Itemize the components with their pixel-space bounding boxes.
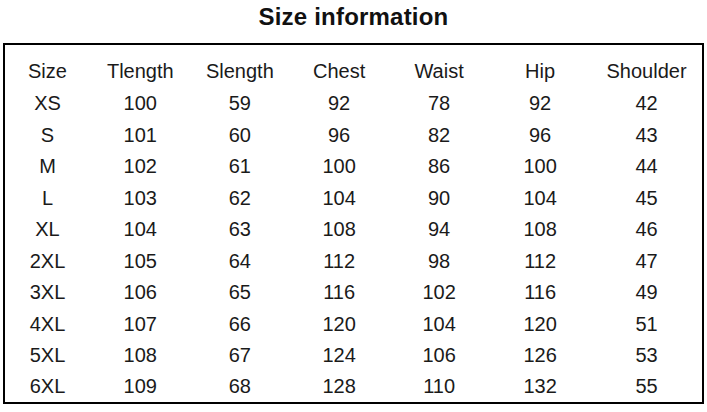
table-row-s: S1016096829643 [4,120,703,152]
measurement-cell: 108 [90,340,191,372]
measurement-cell: 62 [191,183,290,215]
measurement-cell: 126 [489,340,591,372]
size-label-cell: L [4,183,90,215]
measurement-cell: 45 [591,183,703,215]
column-header-slength: Slength [191,44,290,88]
measurement-cell: 55 [591,372,703,404]
measurement-cell: 66 [191,309,290,341]
measurement-cell: 47 [591,246,703,278]
measurement-cell: 101 [90,120,191,152]
size-label-cell: 6XL [4,372,90,404]
measurement-cell: 63 [191,214,290,246]
measurement-cell: 124 [289,340,389,372]
table-row-l: L103621049010445 [4,183,703,215]
table-row-4xl: 4XL1076612010412051 [4,309,703,341]
table-header-row: SizeTlengthSlengthChestWaistHipShoulder [4,44,703,88]
column-header-waist: Waist [389,44,489,88]
measurement-cell: 120 [289,309,389,341]
measurement-cell: 105 [90,246,191,278]
measurement-cell: 82 [389,120,489,152]
measurement-cell: 112 [289,246,389,278]
size-label-cell: XS [4,88,90,120]
measurement-cell: 59 [191,88,290,120]
column-header-size: Size [4,44,90,88]
table-row-xl: XL104631089410846 [4,214,703,246]
measurement-cell: 64 [191,246,290,278]
measurement-cell: 90 [389,183,489,215]
table-row-3xl: 3XL1066511610211649 [4,277,703,309]
table-row-m: M102611008610044 [4,151,703,183]
table-row-xs: XS1005992789242 [4,88,703,120]
page-title: Size information [0,0,707,32]
measurement-cell: 43 [591,120,703,152]
measurement-cell: 128 [289,372,389,404]
measurement-cell: 65 [191,277,290,309]
measurement-cell: 94 [389,214,489,246]
column-header-shoulder: Shoulder [591,44,703,88]
measurement-cell: 61 [191,151,290,183]
table-row-6xl: 6XL1096812811013255 [4,372,703,404]
measurement-cell: 102 [90,151,191,183]
measurement-cell: 106 [90,277,191,309]
measurement-cell: 92 [289,88,389,120]
measurement-cell: 104 [389,309,489,341]
measurement-cell: 78 [389,88,489,120]
measurement-cell: 107 [90,309,191,341]
measurement-cell: 49 [591,277,703,309]
measurement-cell: 100 [489,151,591,183]
measurement-cell: 53 [591,340,703,372]
measurement-cell: 51 [591,309,703,341]
size-table-head: SizeTlengthSlengthChestWaistHipShoulder [4,44,703,88]
size-label-cell: 5XL [4,340,90,372]
column-header-chest: Chest [289,44,389,88]
column-header-tlength: Tlength [90,44,191,88]
measurement-cell: 108 [289,214,389,246]
measurement-cell: 108 [489,214,591,246]
measurement-cell: 68 [191,372,290,404]
table-row-5xl: 5XL1086712410612653 [4,340,703,372]
measurement-cell: 109 [90,372,191,404]
size-chart-page: Size information SizeTlengthSlengthChest… [0,0,707,412]
measurement-cell: 100 [90,88,191,120]
size-table: SizeTlengthSlengthChestWaistHipShoulder … [3,43,704,404]
measurement-cell: 104 [289,183,389,215]
measurement-cell: 132 [489,372,591,404]
measurement-cell: 112 [489,246,591,278]
measurement-cell: 92 [489,88,591,120]
measurement-cell: 96 [489,120,591,152]
measurement-cell: 104 [90,214,191,246]
measurement-cell: 100 [289,151,389,183]
measurement-cell: 103 [90,183,191,215]
measurement-cell: 46 [591,214,703,246]
measurement-cell: 67 [191,340,290,372]
measurement-cell: 42 [591,88,703,120]
measurement-cell: 98 [389,246,489,278]
measurement-cell: 102 [389,277,489,309]
measurement-cell: 60 [191,120,290,152]
measurement-cell: 116 [489,277,591,309]
table-row-2xl: 2XL105641129811247 [4,246,703,278]
measurement-cell: 104 [489,183,591,215]
size-label-cell: 4XL [4,309,90,341]
size-label-cell: 3XL [4,277,90,309]
measurement-cell: 86 [389,151,489,183]
measurement-cell: 44 [591,151,703,183]
size-label-cell: 2XL [4,246,90,278]
column-header-hip: Hip [489,44,591,88]
measurement-cell: 116 [289,277,389,309]
measurement-cell: 110 [389,372,489,404]
size-table-body: XS1005992789242S1016096829643M1026110086… [4,88,703,403]
size-label-cell: S [4,120,90,152]
measurement-cell: 96 [289,120,389,152]
measurement-cell: 120 [489,309,591,341]
measurement-cell: 106 [389,340,489,372]
size-label-cell: M [4,151,90,183]
size-label-cell: XL [4,214,90,246]
